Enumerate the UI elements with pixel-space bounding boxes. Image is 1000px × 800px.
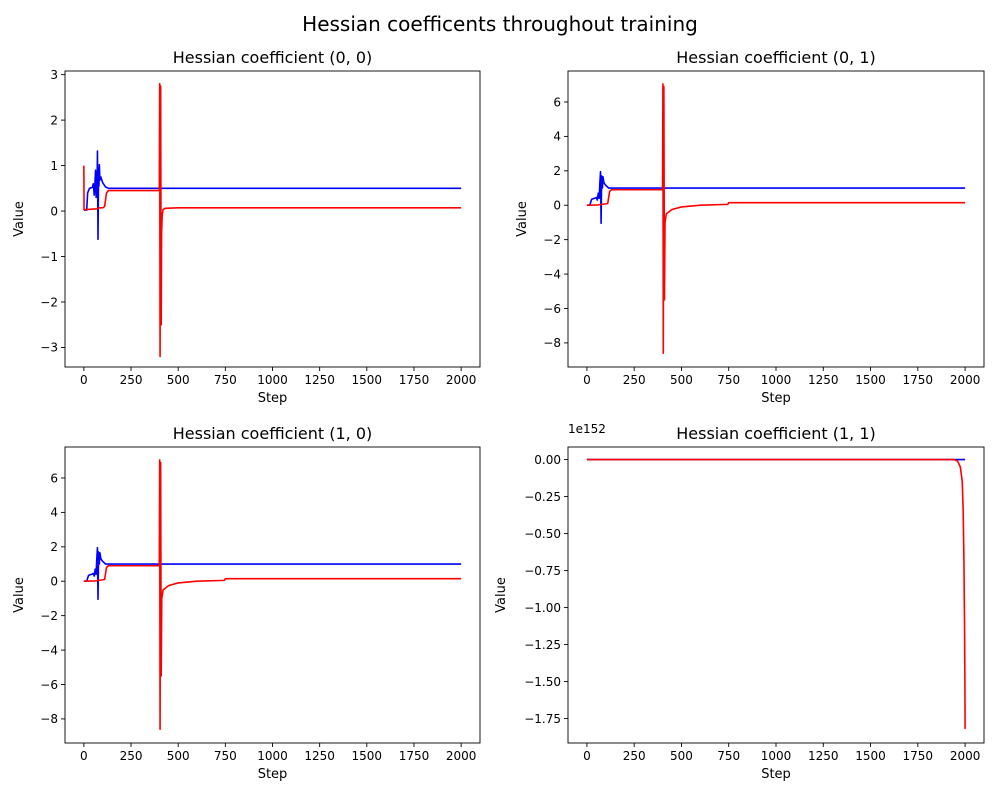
- y-tick-label: 1: [50, 159, 58, 173]
- x-tick-label: 0: [80, 749, 88, 763]
- subplot-title: Hessian coefficient (0, 0): [173, 48, 373, 67]
- y-axis-label: Value: [12, 577, 27, 613]
- x-tick-label: 1500: [352, 749, 383, 763]
- y-tick-label: 3: [50, 68, 58, 82]
- subplot: 0 250 500 750 1000 1250 1500 1750 2000 −8 −6 −4 −2 0 2…: [515, 48, 985, 406]
- x-tick-label: 1500: [855, 749, 886, 763]
- x-tick-label: 0: [583, 373, 591, 387]
- y-tick-label: −4: [543, 267, 561, 281]
- x-tick-label: 0: [583, 749, 591, 763]
- x-tick-label: 1000: [761, 373, 792, 387]
- y-tick-label: −0.75: [524, 564, 561, 578]
- x-axis-label: Step: [258, 767, 288, 782]
- y-tick-label: −6: [543, 302, 561, 316]
- x-tick-label: 500: [670, 749, 693, 763]
- y-tick-label: 0.00: [534, 453, 561, 467]
- x-tick-label: 2000: [950, 749, 981, 763]
- x-axis-label: Step: [761, 391, 791, 406]
- x-tick-label: 0: [80, 373, 88, 387]
- x-tick-label: 1750: [399, 373, 430, 387]
- x-tick-label: 750: [717, 373, 740, 387]
- y-tick-label: 2: [553, 164, 561, 178]
- y-tick-label: 0: [50, 204, 58, 218]
- y-tick-label: 6: [50, 471, 58, 485]
- axes-frame: [567, 70, 985, 368]
- series-line: [586, 170, 966, 225]
- x-tick-label: 1500: [352, 373, 383, 387]
- y-tick-label: −1.25: [524, 638, 561, 652]
- y-offset-label: 1e152: [568, 422, 606, 436]
- y-tick-label: −4: [40, 643, 58, 657]
- y-axis-label: Value: [494, 577, 509, 613]
- y-axis-label: Value: [515, 201, 530, 237]
- x-tick-label: 750: [717, 749, 740, 763]
- x-tick-label: 250: [120, 373, 143, 387]
- y-tick-label: −2: [40, 609, 58, 623]
- y-tick-label: −0.50: [524, 527, 561, 541]
- x-tick-label: 2000: [446, 373, 477, 387]
- subplot-title: Hessian coefficient (1, 0): [173, 424, 373, 443]
- series-line: [586, 83, 966, 355]
- x-tick-label: 1250: [304, 373, 335, 387]
- y-tick-label: −8: [40, 712, 58, 726]
- x-tick-label: 250: [120, 749, 143, 763]
- x-tick-label: 750: [214, 373, 237, 387]
- x-tick-label: 1250: [304, 749, 335, 763]
- y-tick-label: 2: [50, 540, 58, 554]
- x-tick-label: 1250: [808, 749, 839, 763]
- y-tick-label: −1.75: [524, 712, 561, 726]
- series-line: [586, 458, 966, 729]
- series-line: [83, 82, 462, 358]
- y-tick-label: −3: [40, 341, 58, 355]
- y-tick-label: −6: [40, 678, 58, 692]
- x-tick-label: 750: [214, 749, 237, 763]
- y-tick-label: 0: [50, 575, 58, 589]
- subplot-title: Hessian coefficient (0, 1): [676, 48, 876, 67]
- y-axis-label: Value: [12, 201, 27, 237]
- subplot-title: Hessian coefficient (1, 1): [676, 424, 876, 443]
- x-tick-label: 500: [167, 373, 190, 387]
- y-tick-label: −0.25: [524, 490, 561, 504]
- y-tick-label: −1: [40, 250, 58, 264]
- y-tick-label: −2: [543, 233, 561, 247]
- x-tick-label: 2000: [446, 749, 477, 763]
- axes-frame: [567, 446, 985, 744]
- subplot: 0 250 500 750 1000 1250 1500 1750 2000 −8 −6 −4 −2 0 2…: [12, 424, 481, 782]
- y-tick-label: 2: [50, 113, 58, 127]
- series-line: [83, 546, 462, 601]
- x-tick-label: 250: [623, 373, 646, 387]
- x-tick-label: 1750: [903, 749, 934, 763]
- axes-frame: [64, 70, 481, 368]
- axes-frame: [64, 446, 481, 744]
- x-tick-label: 500: [167, 749, 190, 763]
- x-axis-label: Step: [258, 391, 288, 406]
- x-tick-label: 2000: [950, 373, 981, 387]
- x-tick-label: 1750: [399, 749, 430, 763]
- series-line: [83, 150, 462, 241]
- y-tick-label: −2: [40, 295, 58, 309]
- subplot: 0 250 500 750 1000 1250 1500 1750 2000 −1.75 −1.50…: [494, 422, 985, 782]
- y-tick-label: 6: [553, 95, 561, 109]
- y-tick-label: 4: [50, 506, 58, 520]
- x-tick-label: 250: [623, 749, 646, 763]
- y-tick-label: −8: [543, 336, 561, 350]
- figure-suptitle: Hessian coefficents throughout training: [302, 12, 698, 36]
- x-tick-label: 1000: [257, 749, 288, 763]
- subplot: 0 250 500 750 1000 1250 1500 1750 2000 −3 −2 −1 0 1 2 3…: [12, 48, 481, 406]
- x-tick-label: 1000: [761, 749, 792, 763]
- y-tick-label: 0: [553, 199, 561, 213]
- x-axis-label: Step: [761, 767, 791, 782]
- y-tick-label: 4: [553, 130, 561, 144]
- x-tick-label: 1750: [903, 373, 934, 387]
- x-tick-label: 1000: [257, 373, 288, 387]
- y-tick-label: −1.00: [524, 601, 561, 615]
- x-tick-label: 500: [670, 373, 693, 387]
- x-tick-label: 1500: [855, 373, 886, 387]
- x-tick-label: 1250: [808, 373, 839, 387]
- series-line: [83, 459, 462, 731]
- y-tick-label: −1.50: [524, 675, 561, 689]
